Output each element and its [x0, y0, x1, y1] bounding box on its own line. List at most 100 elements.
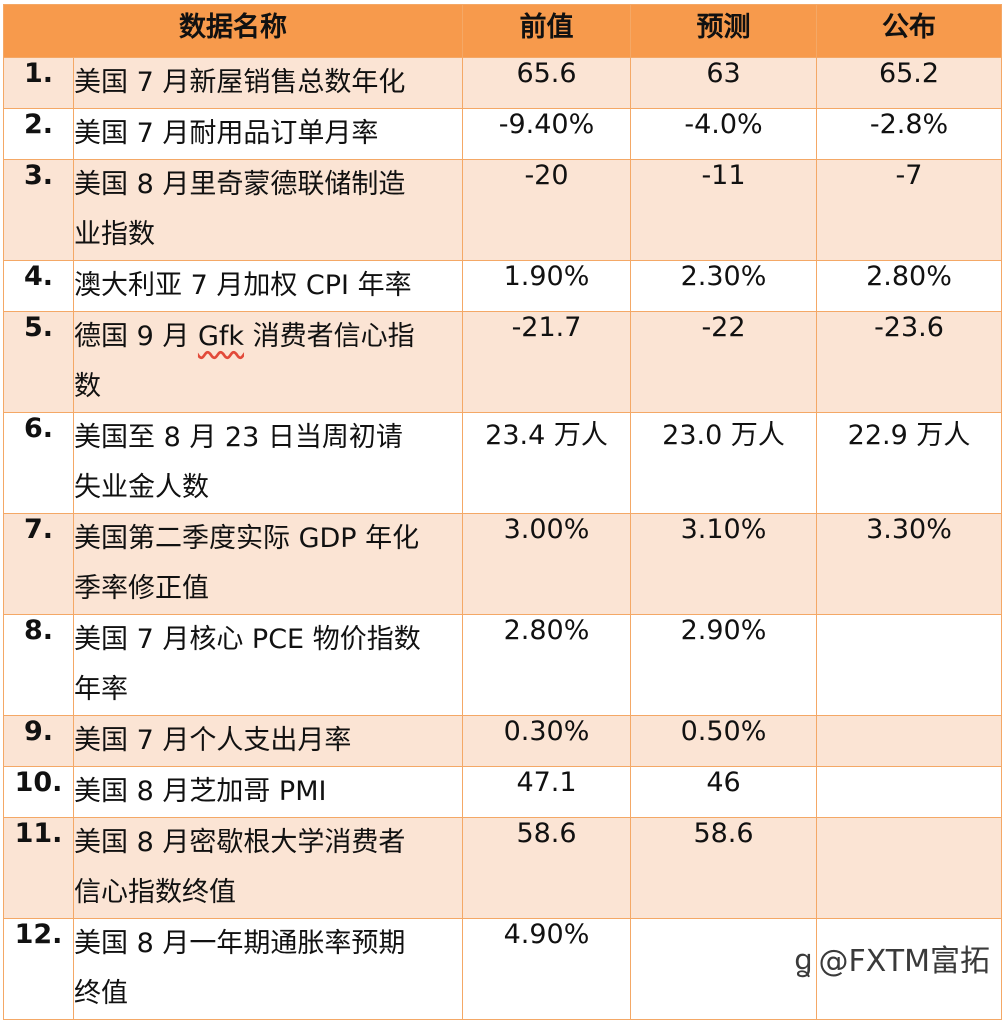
indicator-name: 澳大利亚 7 月加权 CPI 年率: [73, 260, 463, 312]
header-prev: 前值: [462, 4, 631, 58]
row-number: 2.: [3, 108, 74, 160]
actual-value: [816, 614, 1002, 716]
indicator-name: 美国 7 月个人支出月率: [73, 715, 463, 767]
actual-value: 22.9 万人: [816, 412, 1002, 514]
indicator-name-line: 业指数: [74, 219, 155, 250]
previous-value: 1.90%: [462, 260, 631, 312]
watermark-text: @FXTM富拓: [818, 944, 991, 979]
forecast-value: 63: [630, 57, 817, 109]
previous-value: -21.7: [462, 311, 631, 413]
actual-value: -7: [816, 159, 1002, 261]
indicator-name: 美国 7 月耐用品订单月率: [73, 108, 463, 160]
indicator-name: 美国 8 月芝加哥 PMI: [73, 766, 463, 818]
watermark: ꬶ @FXTM富拓: [794, 936, 990, 980]
indicator-name: 美国 8 月一年期通胀率预期 终值: [73, 918, 463, 1020]
forecast-value: 46: [630, 766, 817, 818]
indicator-name: 美国 8 月里奇蒙德联储制造 业指数: [73, 159, 463, 261]
forecast-value: 2.30%: [630, 260, 817, 312]
forecast-value: 58.6: [630, 817, 817, 919]
indicator-name-line: 终值: [74, 978, 128, 1009]
table-row: 3. 美国 8 月里奇蒙德联储制造 业指数 -20 -11 -7: [3, 159, 1002, 261]
indicator-name-line: 美国 8 月里奇蒙德联储制造: [74, 169, 406, 200]
indicator-name-line: 失业金人数: [74, 472, 209, 503]
indicator-name: 美国至 8 月 23 日当周初请 失业金人数: [73, 412, 463, 514]
indicator-name: 德国 9 月 Gfk 消费者信心指数: [73, 311, 463, 413]
actual-value: -23.6: [816, 311, 1002, 413]
forecast-value: 3.10%: [630, 513, 817, 615]
table-row: 8. 美国 7 月核心 PCE 物价指数 年率 2.80% 2.90%: [3, 614, 1002, 716]
table-row: 12. 美国 8 月一年期通胀率预期 终值 4.90%: [3, 918, 1002, 1020]
table-row: 2. 美国 7 月耐用品订单月率 -9.40% -4.0% -2.8%: [3, 108, 1002, 160]
forecast-value: 0.50%: [630, 715, 817, 767]
actual-value: 2.80%: [816, 260, 1002, 312]
spellcheck-underline: Gfk: [197, 321, 245, 352]
previous-value: -9.40%: [462, 108, 631, 160]
actual-value: 3.30%: [816, 513, 1002, 615]
indicator-name-line: 美国 8 月密歇根大学消费者: [74, 827, 406, 858]
forecast-value: 2.90%: [630, 614, 817, 716]
economic-data-table: 数据名称 前值 预测 公布 1. 美国 7 月新屋销售总数年化 65.6 63 65.2…: [3, 4, 1002, 1020]
indicator-name-line: 年率: [74, 674, 128, 705]
actual-value: [816, 817, 1002, 919]
previous-value: -20: [462, 159, 631, 261]
forecast-value: 23.0 万人: [630, 412, 817, 514]
indicator-name-line: 美国 7 月核心 PCE 物价指数: [74, 624, 421, 655]
actual-value: -2.8%: [816, 108, 1002, 160]
row-number: 1.: [3, 57, 74, 109]
row-number: 8.: [3, 614, 74, 716]
forecast-value: -4.0%: [630, 108, 817, 160]
header-forecast: 预测: [630, 4, 817, 58]
actual-value: 65.2: [816, 57, 1002, 109]
indicator-name-line: 美国 8 月芝加哥 PMI: [74, 776, 327, 807]
table-row: 5. 德国 9 月 Gfk 消费者信心指数 -21.7 -22 -23.6: [3, 311, 1002, 413]
previous-value: 23.4 万人: [462, 412, 631, 514]
previous-value: 4.90%: [462, 918, 631, 1020]
indicator-name-line: 信心指数终值: [74, 877, 236, 908]
indicator-name-line: 美国第二季度实际 GDP 年化: [74, 523, 420, 554]
previous-value: 47.1: [462, 766, 631, 818]
table-row: 7. 美国第二季度实际 GDP 年化 季率修正值 3.00% 3.10% 3.30%: [3, 513, 1002, 615]
indicator-name-line: 美国 7 月新屋销售总数年化: [74, 67, 406, 98]
indicator-name-line: 季率修正值: [74, 573, 209, 604]
table-row: 10. 美国 8 月芝加哥 PMI 47.1 46: [3, 766, 1002, 818]
indicator-name: 美国 7 月核心 PCE 物价指数 年率: [73, 614, 463, 716]
previous-value: 2.80%: [462, 614, 631, 716]
indicator-name: 美国第二季度实际 GDP 年化 季率修正值: [73, 513, 463, 615]
forecast-value: [630, 918, 817, 1020]
row-number: 5.: [3, 311, 74, 413]
table-row: 6. 美国至 8 月 23 日当周初请 失业金人数 23.4 万人 23.0 万人 22.…: [3, 412, 1002, 514]
table-header-row: 数据名称 前值 预测 公布: [3, 4, 1002, 58]
indicator-name-line: 美国 7 月耐用品订单月率: [74, 118, 379, 149]
previous-value: 58.6: [462, 817, 631, 919]
row-number: 11.: [3, 817, 74, 919]
indicator-name-line: 美国至 8 月 23 日当周初请: [74, 422, 403, 453]
table-row: 1. 美国 7 月新屋销售总数年化 65.6 63 65.2: [3, 57, 1002, 109]
header-actual: 公布: [816, 4, 1002, 58]
row-number: 9.: [3, 715, 74, 767]
table-row: 4. 澳大利亚 7 月加权 CPI 年率 1.90% 2.30% 2.80%: [3, 260, 1002, 312]
row-number: 12.: [3, 918, 74, 1020]
indicator-name-line: 美国 7 月个人支出月率: [74, 725, 352, 756]
previous-value: 0.30%: [462, 715, 631, 767]
indicator-name-line: 美国 8 月一年期通胀率预期: [74, 928, 406, 959]
indicator-name-line: 数: [74, 371, 101, 402]
forecast-value: -22: [630, 311, 817, 413]
header-name: 数据名称: [3, 4, 463, 58]
row-number: 7.: [3, 513, 74, 615]
actual-value: [816, 715, 1002, 767]
row-number: 6.: [3, 412, 74, 514]
row-number: 10.: [3, 766, 74, 818]
weibo-logo-icon: ꬶ: [794, 942, 813, 978]
previous-value: 65.6: [462, 57, 631, 109]
actual-value: [816, 766, 1002, 818]
table-row: 9. 美国 7 月个人支出月率 0.30% 0.50%: [3, 715, 1002, 767]
table-row: 11. 美国 8 月密歇根大学消费者 信心指数终值 58.6 58.6: [3, 817, 1002, 919]
indicator-name-line: 澳大利亚 7 月加权 CPI 年率: [74, 270, 412, 301]
actual-value: [816, 918, 1002, 1020]
previous-value: 3.00%: [462, 513, 631, 615]
indicator-name: 美国 7 月新屋销售总数年化: [73, 57, 463, 109]
row-number: 4.: [3, 260, 74, 312]
indicator-name-line: 德国 9 月 Gfk 消费者信心指: [74, 321, 415, 352]
forecast-value: -11: [630, 159, 817, 261]
row-number: 3.: [3, 159, 74, 261]
